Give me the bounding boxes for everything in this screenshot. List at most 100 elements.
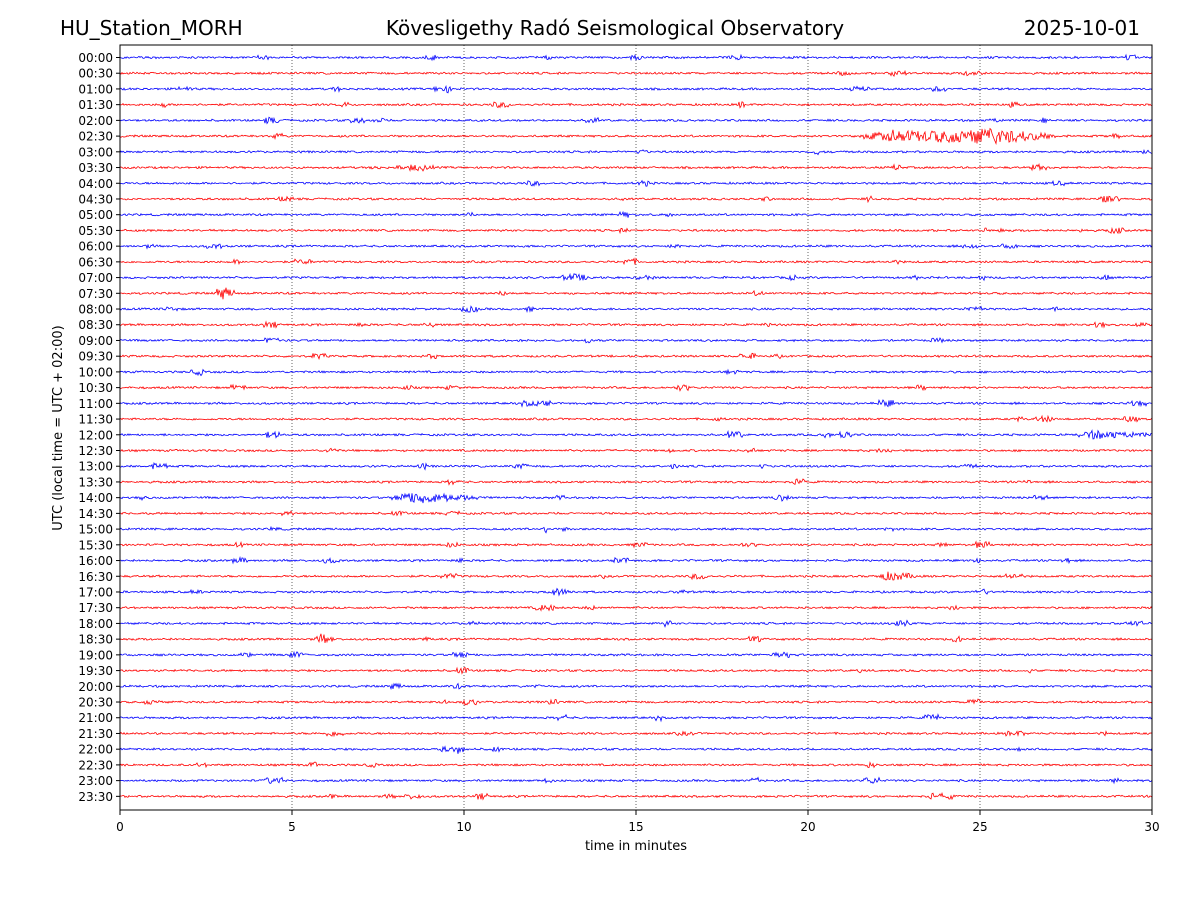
trace-1200	[119, 429, 1152, 440]
trace-1000	[119, 368, 1153, 377]
ytick-label-1900: 19:00	[78, 648, 113, 662]
trace-0400	[119, 179, 1153, 187]
trace-1730	[119, 604, 1153, 612]
y-axis-label: UTC (local time = UTC + 02:00)	[51, 325, 66, 530]
chart-date: 2025-10-01	[1024, 16, 1140, 40]
ytick-label-1400: 14:00	[78, 491, 113, 505]
trace-2330	[119, 791, 1153, 801]
ytick-label-0600: 06:00	[78, 240, 113, 254]
trace-0300	[119, 149, 1153, 156]
ytick-label-0630: 06:30	[78, 255, 113, 269]
ytick-label-1500: 15:00	[78, 523, 113, 537]
trace-2130	[119, 730, 1153, 738]
ytick-label-0400: 04:00	[78, 177, 113, 191]
ytick-label-0430: 04:30	[78, 192, 113, 206]
trace-1930	[119, 666, 1153, 675]
trace-2230	[119, 761, 1153, 769]
trace-2300	[119, 776, 1153, 785]
xtick-label-25: 25	[972, 820, 987, 834]
trace-1330	[119, 478, 1153, 486]
trace-0900	[119, 337, 1153, 344]
trace-0630	[119, 257, 1153, 266]
trace-1630	[119, 571, 1153, 581]
ytick-label-1300: 13:00	[78, 460, 113, 474]
trace-2100	[119, 713, 1153, 723]
trace-1600	[119, 555, 1153, 565]
ytick-label-0830: 08:30	[78, 318, 113, 332]
ytick-label-2000: 20:00	[78, 680, 113, 694]
ytick-label-2330: 23:30	[78, 790, 113, 804]
gridlines	[291, 45, 981, 810]
trace-1830	[119, 633, 1153, 644]
ytick-label-2300: 23:00	[78, 774, 113, 788]
trace-1130	[119, 414, 1153, 423]
ytick-label-0000: 00:00	[78, 51, 113, 65]
plot-frame	[119, 44, 1153, 811]
x-axis-ticks: 0 5 10 15 20 25 30	[116, 810, 1160, 834]
trace-1530	[119, 540, 1153, 549]
trace-2000	[119, 682, 1153, 690]
ytick-label-2030: 20:30	[78, 696, 113, 710]
ytick-label-1830: 18:30	[78, 633, 113, 647]
xtick-label-20: 20	[800, 820, 815, 834]
ytick-label-1000: 10:00	[78, 365, 113, 379]
x-axis-label: time in minutes	[585, 839, 687, 854]
ytick-label-1430: 14:30	[78, 507, 113, 521]
ytick-label-0130: 01:30	[78, 98, 113, 112]
trace-0330	[119, 162, 1153, 173]
trace-0230	[119, 127, 1153, 145]
ytick-label-1200: 12:00	[78, 428, 113, 442]
ytick-label-2100: 21:00	[78, 711, 113, 725]
ytick-label-0900: 09:00	[78, 334, 113, 348]
ytick-label-0800: 08:00	[78, 303, 113, 317]
chart-title: Kövesligethy Radó Seismological Observat…	[386, 16, 844, 40]
xtick-label-0: 0	[116, 820, 124, 834]
xtick-label-5: 5	[288, 820, 296, 834]
ytick-label-1700: 17:00	[78, 585, 113, 599]
trace-1230	[119, 447, 1153, 454]
ytick-label-0930: 09:30	[78, 350, 113, 364]
ytick-label-0730: 07:30	[78, 287, 113, 301]
trace-0430	[119, 195, 1153, 204]
trace-0030	[119, 69, 1153, 78]
ytick-label-0230: 02:30	[78, 130, 113, 144]
xtick-label-30: 30	[1144, 820, 1159, 834]
trace-0830	[119, 320, 1153, 329]
trace-1500	[119, 525, 1153, 534]
trace-0100	[119, 85, 1153, 94]
ytick-label-1930: 19:30	[78, 664, 113, 678]
trace-0130	[119, 101, 1153, 109]
ytick-label-1730: 17:30	[78, 601, 113, 615]
ytick-label-1130: 11:30	[78, 413, 113, 427]
trace-0200	[119, 116, 1153, 125]
xtick-label-15: 15	[628, 820, 643, 834]
ytick-label-0330: 03:30	[78, 161, 113, 175]
ytick-label-0530: 05:30	[78, 224, 113, 238]
ytick-label-1530: 15:30	[78, 538, 113, 552]
ytick-label-1100: 11:00	[78, 397, 113, 411]
trace-1700	[119, 587, 1153, 597]
ytick-label-0100: 01:00	[78, 82, 113, 96]
trace-1030	[119, 383, 1153, 392]
ytick-label-1800: 18:00	[78, 617, 113, 631]
ytick-label-0500: 05:00	[78, 208, 113, 222]
trace-1100	[119, 399, 1153, 408]
trace-0500	[119, 210, 1153, 218]
trace-1400	[119, 492, 1153, 504]
trace-1300	[119, 462, 1153, 471]
trace-0700	[119, 272, 1153, 282]
trace-2030	[119, 698, 1153, 706]
ytick-label-2130: 21:30	[78, 727, 113, 741]
ytick-label-2200: 22:00	[78, 743, 113, 757]
trace-0600	[119, 243, 1153, 250]
trace-0930	[119, 352, 1153, 360]
ytick-label-1630: 16:30	[78, 570, 113, 584]
ytick-label-0200: 02:00	[78, 114, 113, 128]
trace-1900	[119, 650, 1153, 659]
ytick-label-1030: 10:30	[78, 381, 113, 395]
trace-0000	[119, 53, 1153, 62]
ytick-label-1600: 16:00	[78, 554, 113, 568]
trace-0530	[119, 227, 1153, 235]
station-name: HU_Station_MORH	[60, 16, 243, 40]
